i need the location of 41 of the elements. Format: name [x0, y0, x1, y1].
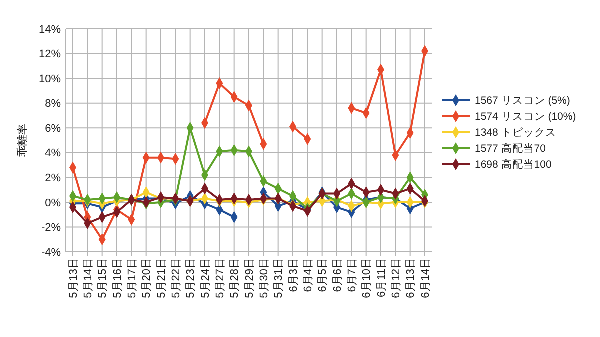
x-tick-label: 5月22日 [170, 258, 183, 298]
x-tick-label: 6月14日 [420, 258, 432, 298]
y-axis-title: 乖離率 [16, 124, 29, 157]
x-tick-label: 5月24日 [200, 258, 212, 298]
y-tick-label: -4% [41, 246, 62, 259]
x-tick-label: 6月6日 [332, 258, 344, 292]
x-tick-label: 6月7日 [346, 258, 359, 292]
x-tick-label: 5月21日 [156, 258, 168, 298]
y-tick-label: 6% [45, 122, 62, 135]
x-tick-label: 5月20日 [141, 258, 154, 298]
y-tick-label: 12% [38, 48, 62, 61]
legend-label: 1567 リスコン (5%) [475, 95, 570, 108]
legend-label: 1698 高配当100 [475, 158, 552, 172]
y-tick-label: -2% [41, 222, 62, 234]
x-tick-label: 6月3日 [288, 258, 300, 292]
legend-label: 1348 トピックス [475, 127, 556, 140]
legend-label: 1577 高配当70 [475, 142, 546, 156]
x-tick-label: 5月14日 [82, 258, 95, 298]
y-tick-label: 2% [45, 172, 62, 185]
x-tick-label: 6月11日 [376, 258, 388, 298]
x-tick-label: 6月13日 [405, 258, 418, 298]
x-tick-label: 6月5日 [317, 258, 330, 292]
y-tick-label: 14% [38, 24, 62, 36]
x-tick-label: 5月23日 [185, 258, 198, 298]
x-tick-label: 5月27日 [214, 258, 227, 298]
x-tick-label: 5月29日 [244, 258, 256, 298]
x-tick-label: 5月15日 [97, 258, 110, 298]
x-tick-label: 6月10日 [361, 258, 374, 298]
x-tick-label: 5月31日 [273, 258, 286, 298]
x-tick-label: 5月16日 [112, 258, 124, 298]
y-tick-label: 10% [38, 73, 62, 86]
y-tick-label: 0% [45, 197, 62, 210]
x-tick-label: 5月28日 [229, 258, 242, 298]
legend-label: 1574 リスコン (10%) [475, 111, 576, 124]
x-tick-label: 5月13日 [68, 258, 80, 298]
y-tick-label: 4% [45, 148, 62, 160]
x-tick-label: 5月30日 [258, 258, 271, 298]
x-tick-label: 6月12日 [390, 258, 403, 298]
x-tick-label: 5月17日 [126, 258, 139, 298]
x-tick-label: 6月4日 [302, 258, 315, 292]
y-tick-label: 8% [45, 98, 62, 110]
